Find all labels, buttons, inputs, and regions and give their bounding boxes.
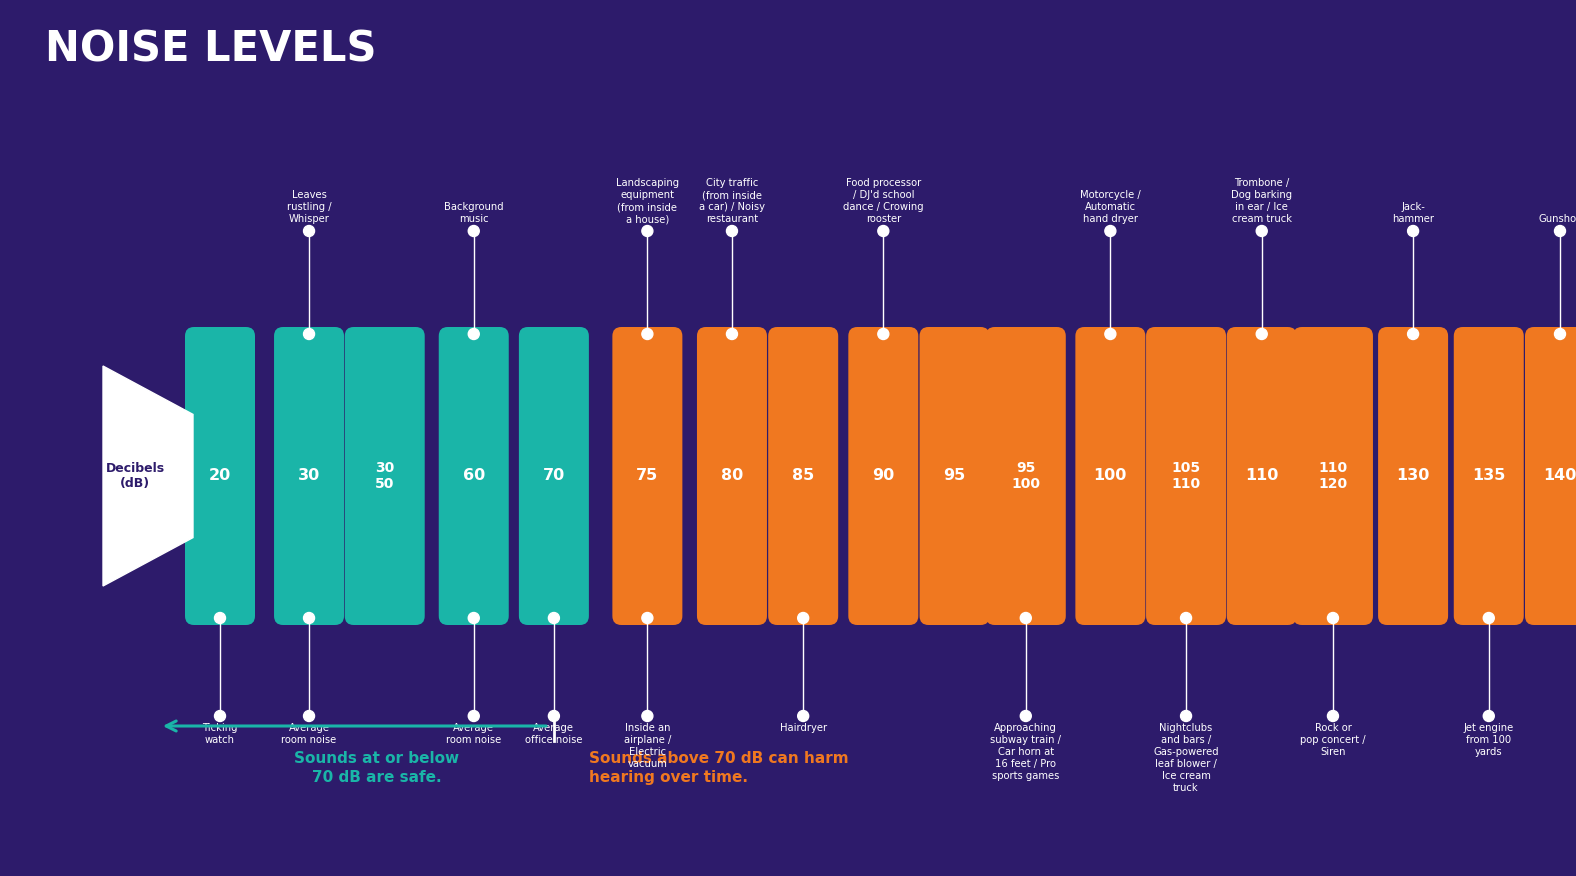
- FancyBboxPatch shape: [519, 327, 589, 625]
- Text: 95
100: 95 100: [1012, 461, 1040, 491]
- FancyBboxPatch shape: [438, 327, 509, 625]
- Text: Average
room noise: Average room noise: [446, 723, 501, 745]
- Circle shape: [468, 328, 479, 340]
- Circle shape: [468, 612, 479, 624]
- Text: Food processor
/ DJ'd school
dance / Crowing
rooster: Food processor / DJ'd school dance / Cro…: [843, 178, 924, 224]
- FancyBboxPatch shape: [184, 327, 255, 625]
- FancyBboxPatch shape: [1453, 327, 1524, 625]
- Text: 105
110: 105 110: [1171, 461, 1201, 491]
- Text: 110: 110: [1245, 469, 1278, 484]
- Circle shape: [304, 612, 315, 624]
- Circle shape: [468, 710, 479, 722]
- FancyBboxPatch shape: [1377, 327, 1448, 625]
- Text: Nightclubs
and bars /
Gas-powered
leaf blower /
Ice cream
truck: Nightclubs and bars / Gas-powered leaf b…: [1154, 723, 1218, 793]
- Circle shape: [304, 328, 315, 340]
- Text: Jack-
hammer: Jack- hammer: [1392, 202, 1434, 224]
- FancyBboxPatch shape: [768, 327, 838, 625]
- Circle shape: [548, 710, 559, 722]
- Circle shape: [1327, 612, 1338, 624]
- Circle shape: [641, 328, 652, 340]
- Circle shape: [797, 710, 808, 722]
- Text: Decibels
(dB): Decibels (dB): [106, 462, 164, 491]
- Polygon shape: [102, 366, 192, 586]
- Text: Average
room noise: Average room noise: [282, 723, 337, 745]
- Text: NOISE LEVELS: NOISE LEVELS: [46, 28, 377, 70]
- Text: Rock or
pop concert /
Siren: Rock or pop concert / Siren: [1300, 723, 1366, 757]
- Text: 70: 70: [542, 469, 566, 484]
- Circle shape: [468, 225, 479, 237]
- Text: 135: 135: [1472, 469, 1505, 484]
- Text: Background
music: Background music: [444, 202, 504, 224]
- Circle shape: [1105, 225, 1116, 237]
- Text: Hairdryer: Hairdryer: [780, 723, 827, 733]
- Text: 75: 75: [637, 469, 659, 484]
- Circle shape: [214, 612, 225, 624]
- Circle shape: [1020, 710, 1031, 722]
- Circle shape: [727, 225, 738, 237]
- Circle shape: [548, 612, 559, 624]
- FancyBboxPatch shape: [919, 327, 990, 625]
- Text: 20: 20: [210, 469, 232, 484]
- FancyBboxPatch shape: [1526, 327, 1576, 625]
- Circle shape: [641, 612, 652, 624]
- Circle shape: [878, 225, 889, 237]
- Text: Average
office noise: Average office noise: [525, 723, 583, 745]
- Text: Sounds above 70 dB can harm
hearing over time.: Sounds above 70 dB can harm hearing over…: [589, 751, 848, 785]
- Circle shape: [797, 612, 808, 624]
- Circle shape: [1105, 328, 1116, 340]
- Text: 30
50: 30 50: [375, 461, 394, 491]
- Text: Motorcycle /
Automatic
hand dryer: Motorcycle / Automatic hand dryer: [1080, 190, 1141, 224]
- FancyBboxPatch shape: [985, 327, 1065, 625]
- FancyBboxPatch shape: [1146, 327, 1226, 625]
- Circle shape: [1554, 225, 1565, 237]
- Text: Leaves
rustling /
Whisper: Leaves rustling / Whisper: [287, 190, 331, 224]
- Text: 80: 80: [720, 469, 744, 484]
- Text: 100: 100: [1094, 469, 1127, 484]
- Circle shape: [641, 710, 652, 722]
- Text: 140: 140: [1543, 469, 1576, 484]
- Text: City traffic
(from inside
a car) / Noisy
restaurant: City traffic (from inside a car) / Noisy…: [700, 178, 764, 224]
- Circle shape: [1256, 328, 1267, 340]
- Text: Trombone /
Dog barking
in ear / Ice
cream truck: Trombone / Dog barking in ear / Ice crea…: [1231, 178, 1292, 224]
- Circle shape: [1256, 225, 1267, 237]
- Text: Approaching
subway train /
Car horn at
16 feet / Pro
sports games: Approaching subway train / Car horn at 1…: [990, 723, 1061, 781]
- Circle shape: [1407, 225, 1418, 237]
- Text: 95: 95: [944, 469, 966, 484]
- FancyBboxPatch shape: [697, 327, 768, 625]
- Circle shape: [1554, 328, 1565, 340]
- Circle shape: [304, 225, 315, 237]
- Circle shape: [1407, 328, 1418, 340]
- FancyBboxPatch shape: [1226, 327, 1297, 625]
- Text: 130: 130: [1396, 469, 1429, 484]
- Circle shape: [1483, 612, 1494, 624]
- Circle shape: [1483, 710, 1494, 722]
- Circle shape: [1020, 612, 1031, 624]
- FancyBboxPatch shape: [274, 327, 344, 625]
- Circle shape: [727, 328, 738, 340]
- Circle shape: [214, 710, 225, 722]
- FancyBboxPatch shape: [345, 327, 424, 625]
- Circle shape: [304, 710, 315, 722]
- Text: 30: 30: [298, 469, 320, 484]
- FancyBboxPatch shape: [613, 327, 682, 625]
- FancyBboxPatch shape: [848, 327, 919, 625]
- Text: Ticking
watch: Ticking watch: [202, 723, 238, 745]
- Circle shape: [1180, 612, 1191, 624]
- FancyBboxPatch shape: [1075, 327, 1146, 625]
- Text: 60: 60: [463, 469, 485, 484]
- Text: Landscaping
equipment
(from inside
a house): Landscaping equipment (from inside a hou…: [616, 178, 679, 224]
- Text: Sounds at or below
70 dB are safe.: Sounds at or below 70 dB are safe.: [295, 751, 460, 785]
- Circle shape: [641, 225, 652, 237]
- Text: 90: 90: [872, 469, 895, 484]
- Text: 85: 85: [793, 469, 815, 484]
- Circle shape: [878, 328, 889, 340]
- Text: Gunshot: Gunshot: [1540, 214, 1576, 224]
- FancyBboxPatch shape: [1292, 327, 1373, 625]
- Circle shape: [1327, 710, 1338, 722]
- Text: 110
120: 110 120: [1319, 461, 1347, 491]
- Circle shape: [1180, 710, 1191, 722]
- Text: Jet engine
from 100
yards: Jet engine from 100 yards: [1464, 723, 1515, 757]
- Text: Inside an
airplane /
Electric
vacuum: Inside an airplane / Electric vacuum: [624, 723, 671, 769]
